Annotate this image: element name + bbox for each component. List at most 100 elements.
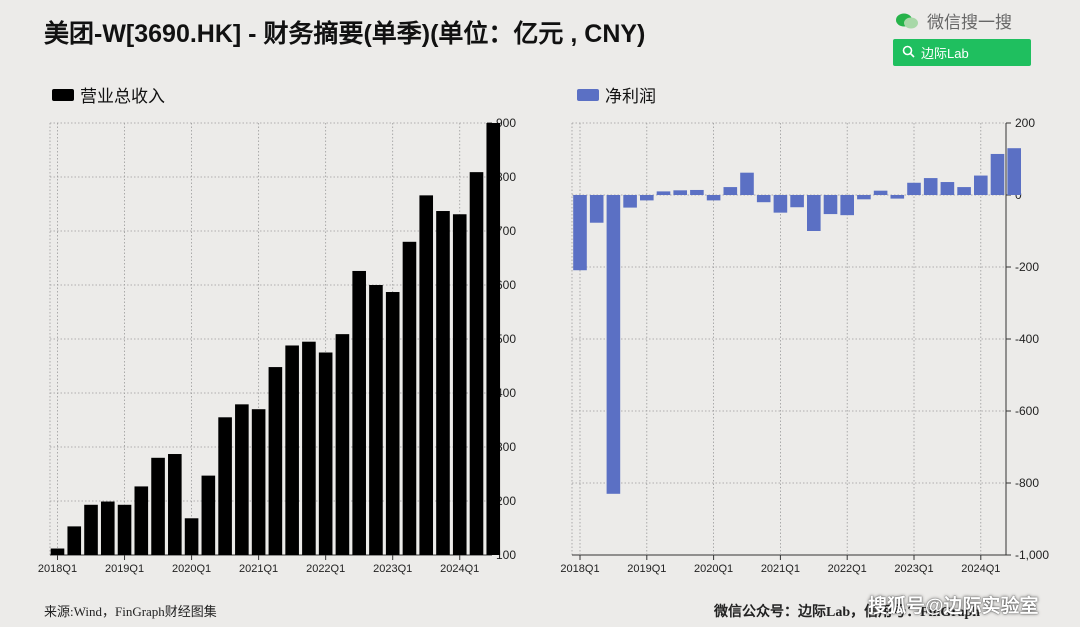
net-profit-bar xyxy=(974,175,988,195)
revenue-ytick-label: 600 xyxy=(496,278,516,292)
revenue-xtick-label: 2024Q1 xyxy=(440,563,479,575)
net-profit-bar xyxy=(606,195,621,494)
revenue-bar xyxy=(251,409,266,555)
net-profit-bar xyxy=(840,195,854,216)
net-profit-xtick-label: 2020Q1 xyxy=(694,563,733,575)
net-profit-bar xyxy=(723,187,738,195)
revenue-bar xyxy=(469,172,484,555)
net-profit-bar xyxy=(690,189,704,195)
net-profit-bar xyxy=(656,191,671,195)
net-profit-bar xyxy=(706,195,721,201)
watermark: 搜狐号@边际实验室 xyxy=(868,596,1039,617)
revenue-bar xyxy=(117,504,132,555)
net-profit-bar xyxy=(807,195,821,231)
net-profit-bar xyxy=(823,195,838,215)
net-profit-xtick-label: 2018Q1 xyxy=(560,563,599,575)
net-profit-ytick-label: -200 xyxy=(1015,260,1039,274)
net-profit-bar xyxy=(940,182,955,195)
net-profit-bar xyxy=(640,195,654,201)
revenue-legend-swatch xyxy=(52,88,74,101)
revenue-bar xyxy=(184,518,199,555)
search-button[interactable]: 边际Lab xyxy=(893,39,1031,66)
revenue-bar xyxy=(268,367,283,555)
revenue-ytick-label: 700 xyxy=(496,224,516,238)
net-profit-bar xyxy=(673,190,687,195)
revenue-bar xyxy=(352,270,366,555)
source-note: 来源:Wind，FinGraph财经图集 xyxy=(44,604,217,619)
revenue-ytick-label: 900 xyxy=(496,116,516,130)
page-title: 美团-W[3690.HK] - 财务摘要(单季)(单位：亿元 , CNY) xyxy=(44,20,646,48)
revenue-bar xyxy=(67,526,82,555)
net-profit-xtick-label: 2021Q1 xyxy=(761,563,800,575)
revenue-bar xyxy=(452,214,467,555)
net-profit-ytick-label: -1,000 xyxy=(1015,548,1049,562)
search-label: 边际Lab xyxy=(921,46,969,61)
net-profit-bar xyxy=(1007,148,1021,195)
revenue-bar xyxy=(486,123,501,555)
net-profit-legend-label: 净利润 xyxy=(605,87,656,106)
revenue-bar xyxy=(168,454,182,555)
net-profit-ytick-label: -400 xyxy=(1015,332,1039,346)
revenue-bar xyxy=(318,352,333,555)
net-profit-bar xyxy=(573,195,587,271)
net-profit-bar xyxy=(923,178,938,195)
net-profit-bar xyxy=(589,195,604,223)
net-profit-xtick-label: 2022Q1 xyxy=(828,563,867,575)
net-profit-bar xyxy=(907,182,921,195)
revenue-bar xyxy=(419,195,434,556)
revenue-bar xyxy=(218,417,232,555)
net-profit-xtick-label: 2024Q1 xyxy=(961,563,1000,575)
wechat-account-note: 微信公众号：边际Lab，信用号：FinGraph xyxy=(714,605,981,620)
net-profit-bar xyxy=(773,195,788,213)
wechat-label: 微信搜一搜 xyxy=(927,13,1012,32)
revenue-bar xyxy=(84,504,98,555)
revenue-xtick-label: 2022Q1 xyxy=(306,563,345,575)
net-profit-ytick-label: -800 xyxy=(1015,476,1039,490)
net-profit-bar xyxy=(990,153,1005,195)
revenue-bar xyxy=(201,475,216,555)
revenue-bar xyxy=(402,241,417,556)
net-profit-legend: 净利润 xyxy=(577,82,656,107)
net-profit-ytick-label: -600 xyxy=(1015,404,1039,418)
net-profit-bar xyxy=(756,195,771,203)
revenue-ytick-label: 200 xyxy=(496,494,516,508)
revenue-bar xyxy=(151,457,165,555)
revenue-bar xyxy=(100,501,115,555)
wechat-logo-icon xyxy=(895,12,919,30)
revenue-xtick-label: 2021Q1 xyxy=(239,563,278,575)
revenue-xtick-label: 2018Q1 xyxy=(38,563,77,575)
net-profit-bar xyxy=(740,172,754,195)
net-profit-ytick-label: 200 xyxy=(1015,116,1035,130)
net-profit-xtick-label: 2019Q1 xyxy=(627,563,666,575)
revenue-ytick-label: 100 xyxy=(496,548,516,562)
net-profit-legend-swatch xyxy=(577,88,599,101)
revenue-bar xyxy=(285,345,299,555)
net-profit-bar xyxy=(873,190,888,195)
revenue-ytick-label: 800 xyxy=(496,170,516,184)
revenue-ytick-label: 500 xyxy=(496,332,516,346)
revenue-bar xyxy=(335,334,350,555)
revenue-bar xyxy=(134,486,149,555)
revenue-bar xyxy=(369,285,383,555)
revenue-ytick-label: 400 xyxy=(496,386,516,400)
search-icon xyxy=(902,45,915,61)
net-profit-bar xyxy=(857,195,871,200)
revenue-ytick-label: 300 xyxy=(496,440,516,454)
revenue-legend: 营业总收入 xyxy=(52,82,165,107)
net-profit-bar xyxy=(890,195,905,199)
revenue-xtick-label: 2023Q1 xyxy=(373,563,412,575)
net-profit-xtick-label: 2023Q1 xyxy=(894,563,933,575)
net-profit-bar xyxy=(790,195,804,208)
revenue-xtick-label: 2019Q1 xyxy=(105,563,144,575)
revenue-xtick-label: 2020Q1 xyxy=(172,563,211,575)
net-profit-bar xyxy=(957,187,971,195)
wechat-search-brand: 微信搜一搜 xyxy=(895,8,1012,33)
revenue-legend-label: 营业总收入 xyxy=(80,87,165,106)
revenue-bar xyxy=(302,341,316,555)
revenue-bar xyxy=(50,548,65,555)
revenue-bar xyxy=(436,211,450,555)
revenue-bar xyxy=(385,292,400,555)
revenue-bar xyxy=(235,404,249,555)
net-profit-bar xyxy=(623,195,637,208)
